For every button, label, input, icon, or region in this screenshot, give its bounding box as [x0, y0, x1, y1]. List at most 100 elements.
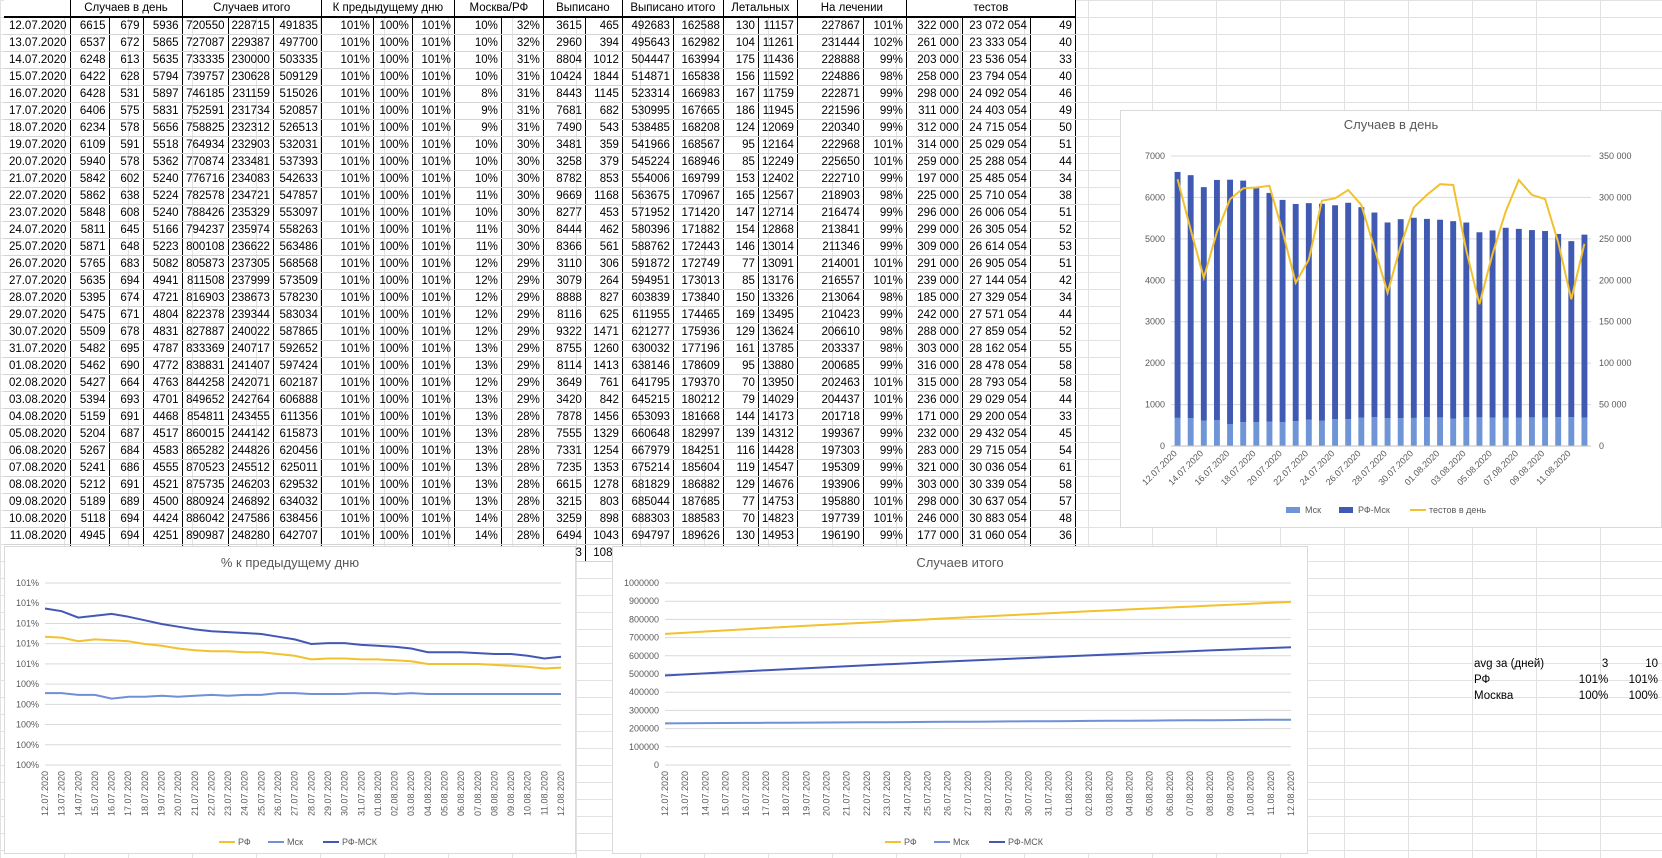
table-cell[interactable]: 42 [1030, 272, 1076, 290]
date-cell[interactable]: 15.07.2020 [4, 68, 71, 86]
table-cell[interactable]: 101% [863, 272, 907, 290]
table-cell[interactable]: 694 [109, 510, 144, 528]
table-cell[interactable]: 4721 [143, 289, 183, 307]
table-cell[interactable]: 26 305 054 [962, 221, 1031, 239]
table-cell[interactable]: 3110 [543, 255, 586, 273]
table-cell[interactable]: 229387 [228, 34, 274, 52]
header-tests[interactable]: тестов [906, 0, 1076, 18]
table-cell[interactable]: 811508 [182, 272, 229, 290]
table-cell[interactable]: 246 000 [906, 510, 963, 528]
avg-rf-a[interactable]: 101% [1578, 674, 1609, 686]
table-cell[interactable]: 309 000 [906, 238, 963, 256]
table-cell[interactable]: 11261 [758, 34, 798, 52]
table-cell[interactable]: 523314 [622, 85, 674, 103]
table-cell[interactable]: 101% [412, 119, 455, 137]
table-cell[interactable]: 182997 [673, 425, 724, 443]
table-cell[interactable]: 235974 [228, 221, 274, 239]
table-cell[interactable]: 100% [373, 374, 413, 392]
table-cell[interactable]: 578230 [273, 289, 322, 307]
table-cell[interactable]: 761 [585, 374, 623, 392]
table-cell[interactable]: 101% [863, 153, 907, 171]
table-cell[interactable]: 26 905 054 [962, 255, 1031, 273]
table-cell[interactable]: 101% [863, 136, 907, 154]
table-cell[interactable]: 8116 [543, 306, 586, 324]
table-cell[interactable]: 99% [863, 119, 907, 137]
table-cell[interactable]: 3649 [543, 374, 586, 392]
table-cell[interactable]: 101% [321, 204, 374, 222]
table-cell[interactable]: 5118 [70, 510, 110, 528]
table-cell[interactable]: 7331 [543, 442, 586, 460]
table-cell[interactable]: 14547 [758, 459, 798, 477]
table-cell[interactable]: 6494 [543, 527, 586, 545]
chart-daily-cases[interactable]: Случаев в день 0 1000 2000 3000 4000 5000 6000 7… [1120, 110, 1662, 528]
table-cell[interactable]: 238673 [228, 289, 274, 307]
table-cell[interactable]: 99% [863, 442, 907, 460]
table-cell[interactable]: 28% [501, 493, 544, 511]
table-cell[interactable]: 1471 [585, 323, 623, 341]
date-cell[interactable]: 14.07.2020 [4, 51, 71, 69]
table-cell[interactable]: 8114 [543, 357, 586, 375]
table-cell[interactable]: 101% [321, 187, 374, 205]
table-cell[interactable]: 379 [585, 153, 623, 171]
table-cell[interactable]: 30% [501, 187, 544, 205]
table-cell[interactable]: 101% [321, 510, 374, 528]
header-date[interactable] [4, 0, 71, 18]
table-cell[interactable]: 5204 [70, 425, 110, 443]
table-cell[interactable]: 833369 [182, 340, 229, 358]
table-cell[interactable]: 298 000 [906, 493, 963, 511]
table-cell[interactable]: 645215 [622, 391, 674, 409]
table-cell[interactable]: 6422 [70, 68, 110, 86]
table-cell[interactable]: 283 000 [906, 442, 963, 460]
table-cell[interactable]: 101% [321, 391, 374, 409]
table-cell[interactable]: 602 [109, 170, 144, 188]
table-cell[interactable]: 173013 [673, 272, 724, 290]
table-cell[interactable]: 28% [501, 476, 544, 494]
table-cell[interactable]: 171 000 [906, 408, 963, 426]
table-cell[interactable]: 653093 [622, 408, 674, 426]
date-cell[interactable]: 23.07.2020 [4, 204, 71, 222]
table-cell[interactable]: 228715 [228, 17, 274, 35]
table-cell[interactable]: 101% [412, 459, 455, 477]
table-cell[interactable]: 638456 [273, 510, 322, 528]
table-cell[interactable]: 3079 [543, 272, 586, 290]
table-cell[interactable]: 100% [373, 306, 413, 324]
table-cell[interactable]: 24 092 054 [962, 85, 1031, 103]
table-cell[interactable]: 100% [373, 221, 413, 239]
table-cell[interactable]: 23 072 054 [962, 17, 1031, 35]
table-cell[interactable]: 101% [321, 408, 374, 426]
table-cell[interactable]: 5166 [143, 221, 183, 239]
table-cell[interactable]: 29% [501, 340, 544, 358]
table-cell[interactable]: 169 [723, 306, 759, 324]
table-cell[interactable]: 25 485 054 [962, 170, 1031, 188]
table-cell[interactable]: 29% [501, 306, 544, 324]
table-cell[interactable]: 101% [321, 476, 374, 494]
table-cell[interactable]: 101% [863, 493, 907, 511]
table-cell[interactable]: 7878 [543, 408, 586, 426]
table-cell[interactable]: 606888 [273, 391, 322, 409]
table-cell[interactable]: 28 793 054 [962, 374, 1031, 392]
date-cell[interactable]: 19.07.2020 [4, 136, 71, 154]
table-cell[interactable]: 645 [109, 221, 144, 239]
table-cell[interactable]: 689 [109, 493, 144, 511]
table-cell[interactable]: 101% [412, 238, 455, 256]
table-cell[interactable]: 101% [321, 170, 374, 188]
table-cell[interactable]: 101% [863, 510, 907, 528]
header-discharged-total[interactable]: Выписано итого [622, 0, 724, 18]
table-cell[interactable]: 101% [412, 391, 455, 409]
table-cell[interactable]: 7555 [543, 425, 586, 443]
table-cell[interactable]: 230000 [228, 51, 274, 69]
table-cell[interactable]: 139 [723, 425, 759, 443]
table-cell[interactable]: 667979 [622, 442, 674, 460]
table-cell[interactable]: 101% [321, 153, 374, 171]
table-cell[interactable]: 648 [109, 238, 144, 256]
table-cell[interactable]: 99% [863, 221, 907, 239]
table-cell[interactable]: 101% [412, 425, 455, 443]
table-cell[interactable]: 45 [1030, 425, 1076, 443]
table-cell[interactable]: 13176 [758, 272, 798, 290]
table-cell[interactable]: 237999 [228, 272, 274, 290]
table-cell[interactable]: 101% [321, 527, 374, 545]
table-cell[interactable]: 1043 [585, 527, 623, 545]
table-cell[interactable]: 181668 [673, 408, 724, 426]
table-cell[interactable]: 12% [454, 289, 502, 307]
table-cell[interactable]: 162982 [673, 34, 724, 52]
